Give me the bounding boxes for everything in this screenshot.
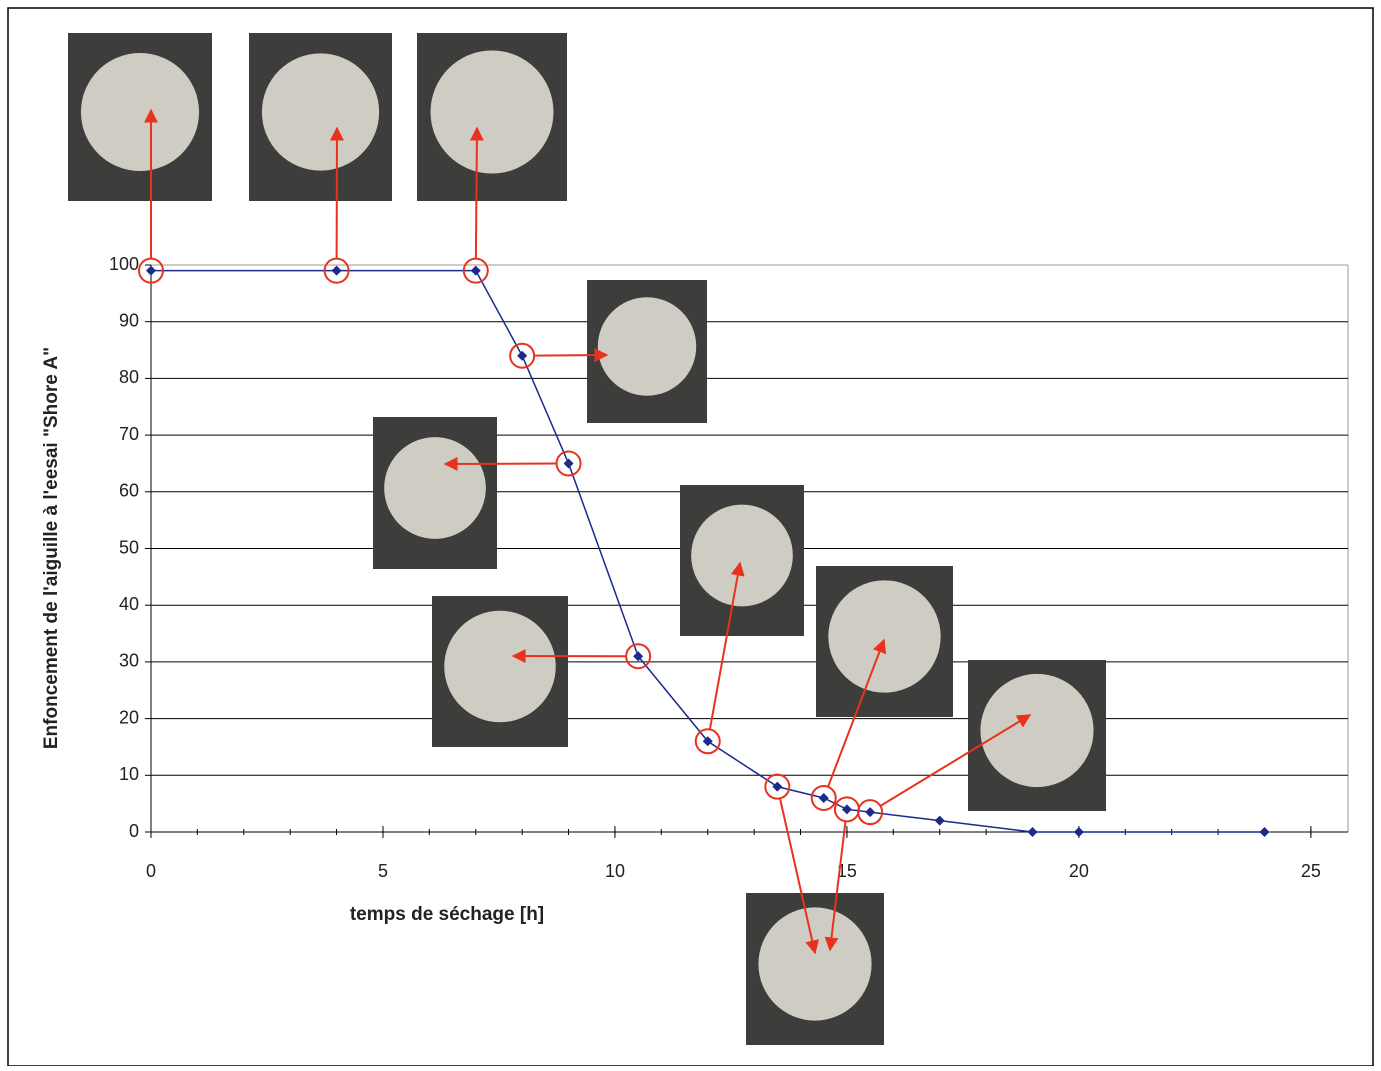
y-tick-label: 30 <box>119 651 139 671</box>
photo-sample <box>758 907 871 1020</box>
x-axis-label: temps de séchage [h] <box>350 904 544 925</box>
y-tick-label: 40 <box>119 594 139 614</box>
arrow <box>476 128 477 259</box>
photo-sample <box>828 580 940 692</box>
x-tick-label: 20 <box>1069 861 1089 881</box>
arrow <box>534 355 607 356</box>
y-tick-label: 80 <box>119 367 139 387</box>
y-tick-label: 100 <box>109 254 139 274</box>
photo-sample <box>262 53 379 170</box>
y-tick-label: 10 <box>119 764 139 784</box>
x-tick-label: 25 <box>1301 861 1321 881</box>
y-tick-label: 70 <box>119 424 139 444</box>
photo-sample <box>81 53 199 171</box>
photo-sample <box>980 674 1093 787</box>
photo-sample <box>431 51 554 174</box>
y-tick-label: 0 <box>129 821 139 841</box>
x-tick-label: 5 <box>378 861 388 881</box>
x-tick-label: 10 <box>605 861 625 881</box>
x-tick-label: 0 <box>146 861 156 881</box>
y-tick-label: 20 <box>119 707 139 727</box>
photo-sample <box>384 437 486 539</box>
y-tick-label: 60 <box>119 481 139 501</box>
photo-sample <box>691 505 793 607</box>
photo-sample <box>444 611 556 723</box>
y-tick-label: 50 <box>119 537 139 557</box>
y-axis-label: Enfoncement de l'aiguille à l'eesai "Sho… <box>41 347 62 749</box>
photo-sample <box>598 297 696 395</box>
y-tick-label: 90 <box>119 310 139 330</box>
